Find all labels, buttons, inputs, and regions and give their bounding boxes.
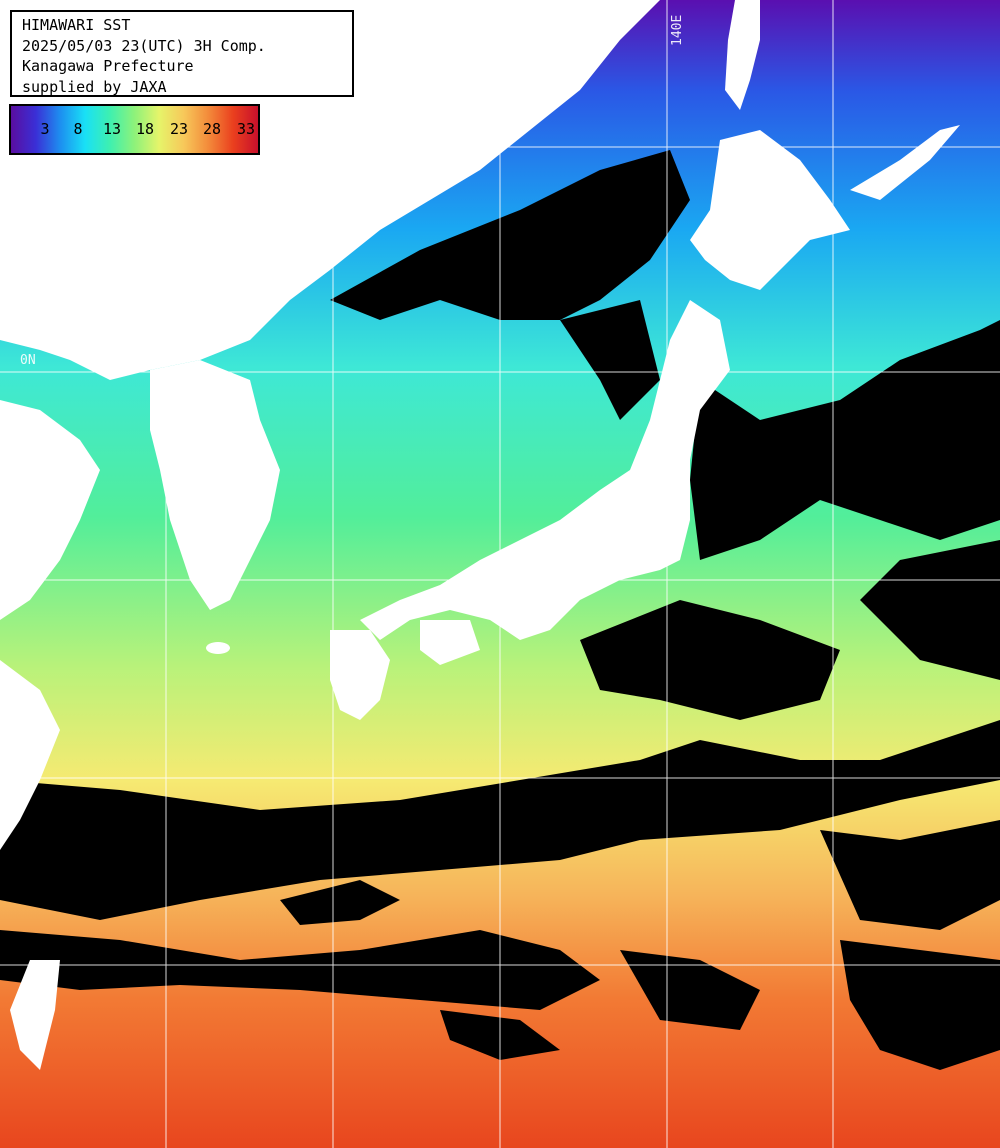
- legend-color-bar: [11, 106, 258, 153]
- product-title: HIMAWARI SST: [22, 16, 131, 34]
- map-info-box: HIMAWARI SST 2025/05/03 23(UTC) 3H Comp.…: [10, 10, 354, 97]
- organization-label: Kanagawa Prefecture: [22, 57, 194, 75]
- legend-tick: 23: [169, 120, 189, 138]
- legend-tick: 8: [73, 120, 83, 138]
- legend-ticks: 3 8 13 18 23 28 33: [11, 106, 258, 153]
- observation-timestamp: 2025/05/03 23(UTC) 3H Comp.: [22, 36, 266, 55]
- temperature-color-legend: 3 8 13 18 23 28 33: [9, 104, 260, 155]
- latitude-label-lower: 0N: [20, 760, 36, 775]
- longitude-label-140e: 140E: [670, 14, 685, 46]
- legend-tick: 18: [135, 120, 155, 138]
- legend-tick: 33: [236, 120, 256, 138]
- latitude-label-upper: 0N: [20, 353, 36, 368]
- legend-tick: 3: [40, 120, 50, 138]
- legend-tick: 28: [202, 120, 222, 138]
- legend-tick: 13: [102, 120, 122, 138]
- data-source-credit: supplied by JAXA: [22, 77, 167, 96]
